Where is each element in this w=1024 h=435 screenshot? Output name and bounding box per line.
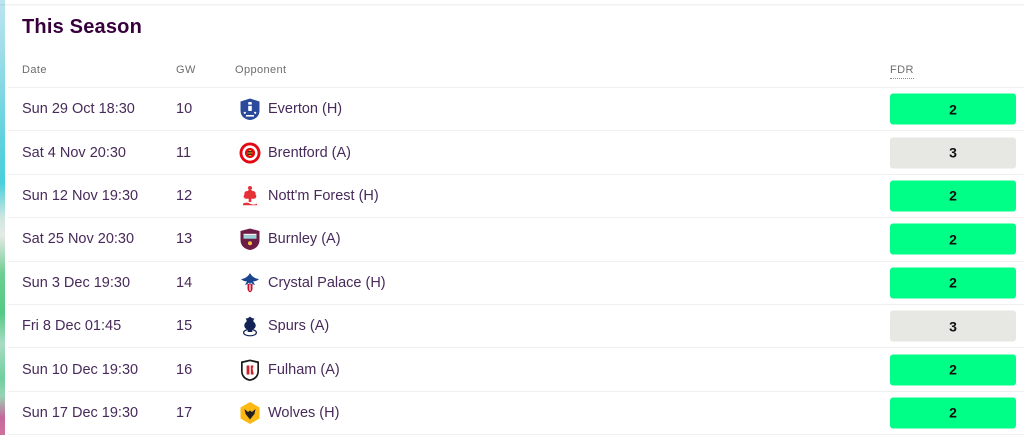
column-header-fdr[interactable]: FDR xyxy=(890,64,914,79)
top-divider xyxy=(0,4,1024,6)
wolves-badge-icon xyxy=(238,401,262,425)
fixture-gameweek: 12 xyxy=(176,187,193,204)
fixture-row: Sun 29 Oct 18:30 10 Everton (H) 2 xyxy=(8,88,1024,132)
fixture-row: Sun 12 Nov 19:30 12 Nott'm Forest (H) 2 xyxy=(8,175,1024,219)
page-edge-gradient xyxy=(0,0,5,435)
fixture-date: Sun 12 Nov 19:30 xyxy=(22,187,139,204)
fdr-badge: 2 xyxy=(890,223,1016,255)
fixture-row: Sun 10 Dec 19:30 16 Fulham (A) 2 xyxy=(8,348,1024,392)
fixture-opponent: Brentford (A) xyxy=(238,131,351,173)
column-header-date: Date xyxy=(22,64,47,76)
fixture-gameweek: 13 xyxy=(176,231,193,248)
opponent-name: Wolves (H) xyxy=(268,404,340,421)
fixture-row: Sat 4 Nov 20:30 11 Brentford (A) 3 xyxy=(8,131,1024,175)
opponent-name: Brentford (A) xyxy=(268,144,351,161)
fdr-badge: 2 xyxy=(890,267,1016,299)
fixture-gameweek: 16 xyxy=(176,361,193,378)
opponent-name: Burnley (A) xyxy=(268,231,341,248)
spurs-badge-icon xyxy=(238,314,262,338)
fixture-opponent: Spurs (A) xyxy=(238,305,329,347)
fixture-date: Fri 8 Dec 01:45 xyxy=(22,318,122,335)
fixture-opponent: Wolves (H) xyxy=(238,392,339,434)
fixture-gameweek: 10 xyxy=(176,101,193,118)
opponent-name: Spurs (A) xyxy=(268,318,330,335)
fixture-date: Sun 10 Dec 19:30 xyxy=(22,361,139,378)
opponent-name: Fulham (A) xyxy=(268,361,340,378)
fixture-opponent: Burnley (A) xyxy=(238,218,341,260)
burnley-badge-icon xyxy=(238,227,262,251)
everton-badge-icon xyxy=(238,97,262,121)
fixture-opponent: Everton (H) xyxy=(238,88,342,130)
page-title: This Season xyxy=(22,16,143,38)
fixture-date: Sat 4 Nov 20:30 xyxy=(22,144,126,161)
nottm-forest-badge-icon xyxy=(238,184,262,208)
fixture-gameweek: 14 xyxy=(176,274,193,291)
fdr-badge: 2 xyxy=(890,180,1016,212)
opponent-name: Everton (H) xyxy=(268,101,343,118)
fixtures-table-header: Date GW Opponent FDR xyxy=(8,60,1024,88)
fixture-row: Sun 3 Dec 19:30 14 Crystal Palace (H) 2 xyxy=(8,262,1024,305)
fixture-row: Sun 17 Dec 19:30 17 Wolves (H) 2 xyxy=(8,392,1024,435)
column-header-opponent: Opponent xyxy=(235,64,287,76)
fixture-row: Sat 25 Nov 20:30 13 Burnley (A) 2 xyxy=(8,218,1024,262)
opponent-name: Crystal Palace (H) xyxy=(268,274,386,291)
fixture-date: Sun 29 Oct 18:30 xyxy=(22,101,135,118)
fixture-date: Sun 17 Dec 19:30 xyxy=(22,404,139,421)
fixture-date: Sun 3 Dec 19:30 xyxy=(22,274,131,291)
fixtures-table-body: Sun 29 Oct 18:30 10 Everton (H) 2 Sat 4 … xyxy=(8,88,1024,435)
fulham-badge-icon xyxy=(238,358,262,382)
fdr-badge: 3 xyxy=(890,137,1016,169)
fixture-gameweek: 17 xyxy=(176,404,193,421)
fdr-badge: 2 xyxy=(890,354,1016,386)
fixture-date: Sat 25 Nov 20:30 xyxy=(22,231,135,248)
fixture-opponent: Fulham (A) xyxy=(238,348,340,390)
column-header-gameweek: GW xyxy=(176,64,196,76)
fdr-badge: 2 xyxy=(890,93,1016,125)
fixture-gameweek: 11 xyxy=(176,144,192,161)
opponent-name: Nott'm Forest (H) xyxy=(268,187,379,204)
fdr-badge: 3 xyxy=(890,310,1016,342)
crystal-palace-badge-icon xyxy=(238,271,262,295)
fixture-opponent: Nott'm Forest (H) xyxy=(238,175,379,217)
fixture-opponent: Crystal Palace (H) xyxy=(238,262,386,304)
fdr-badge: 2 xyxy=(890,397,1016,429)
brentford-badge-icon xyxy=(238,141,262,165)
fixture-row: Fri 8 Dec 01:45 15 Spurs (A) 3 xyxy=(8,305,1024,349)
fixture-gameweek: 15 xyxy=(176,318,193,335)
